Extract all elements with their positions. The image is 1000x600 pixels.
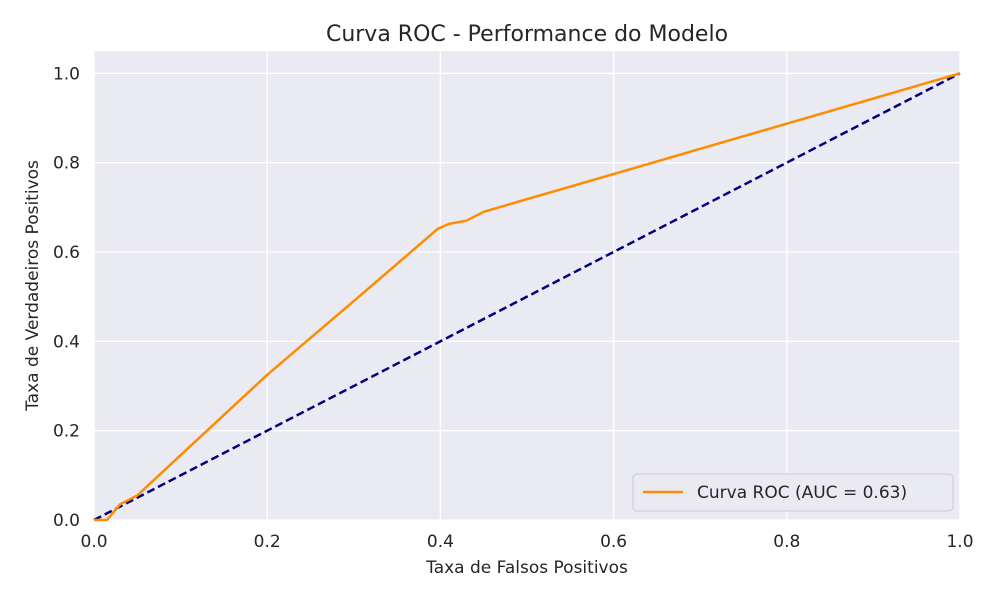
y-tick-label: 0.6 — [53, 243, 80, 263]
legend: Curva ROC (AUC = 0.63) — [632, 473, 954, 512]
legend-label: Curva ROC (AUC = 0.63) — [697, 483, 907, 503]
random-classifier-line — [93, 72, 961, 522]
x-tick-label: 1.0 — [946, 532, 973, 552]
legend-box — [632, 473, 954, 512]
x-tick-label: 0.0 — [80, 532, 107, 552]
y-tick-label: 0.8 — [53, 154, 80, 174]
y-tick-label: 0.4 — [53, 332, 80, 352]
chart-title: Curva ROC - Performance do Modelo — [326, 22, 728, 47]
y-tick-label: 0.0 — [53, 511, 80, 531]
x-tick-label: 0.4 — [427, 532, 454, 552]
series-layer — [93, 72, 961, 522]
grid-lines — [93, 51, 961, 521]
y-axis-label: Taxa de Verdadeiros Positivos — [23, 160, 43, 412]
x-axis-label: Taxa de Falsos Positivos — [425, 558, 628, 578]
roc-curve-line — [94, 72, 961, 522]
x-tick-label: 0.8 — [773, 532, 800, 552]
plot-area — [94, 51, 960, 520]
y-tick-label: 1.0 — [53, 64, 80, 84]
y-tick-label: 0.2 — [53, 422, 80, 442]
x-tick-label: 0.2 — [254, 532, 281, 552]
tick-labels: 0.0 0.2 0.4 0.6 0.8 1.0 0.0 0.2 0.4 0.6 0.8 1.0 — [53, 64, 974, 552]
x-tick-label: 0.6 — [600, 532, 627, 552]
